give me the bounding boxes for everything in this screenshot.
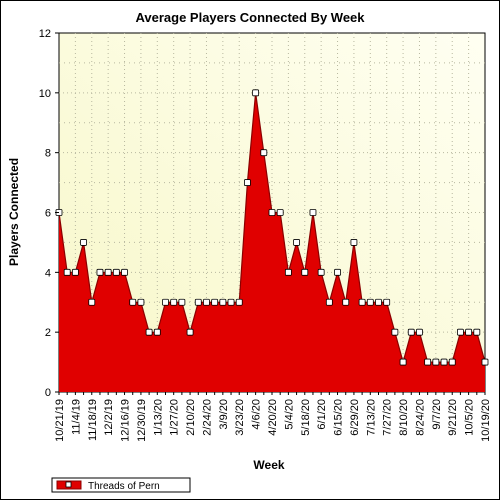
data-point (284, 268, 292, 276)
data-point (260, 149, 268, 157)
y-tick-label: 2 (45, 327, 51, 339)
data-point (301, 268, 309, 276)
data-point (71, 268, 79, 276)
x-tick-label: 7/27/20 (382, 399, 394, 436)
x-tick-label: 10/21/19 (54, 399, 66, 442)
data-point (342, 298, 350, 306)
data-point (137, 298, 145, 306)
data-point (104, 268, 112, 276)
data-point (227, 298, 235, 306)
data-point (350, 239, 358, 246)
data-point (481, 358, 489, 366)
y-axis-label: Players Connected (7, 158, 21, 266)
data-point (457, 328, 464, 336)
data-point (358, 298, 366, 306)
x-tick-label: 2/10/20 (185, 399, 197, 436)
series-markers (55, 89, 489, 366)
data-point (424, 358, 432, 366)
data-point (334, 268, 341, 276)
x-tick-label: 6/29/20 (349, 399, 361, 436)
data-point (383, 298, 391, 306)
data-point (129, 298, 137, 306)
data-point (194, 298, 202, 306)
y-tick-label: 4 (45, 267, 51, 279)
data-point (96, 268, 104, 276)
y-tick-label: 6 (45, 208, 51, 220)
data-point (235, 298, 243, 306)
x-tick-label: 1/27/20 (169, 399, 181, 436)
x-axis-label: Week (253, 458, 284, 472)
x-tick-label: 12/2/19 (103, 399, 115, 436)
data-point (309, 209, 317, 216)
data-point (186, 328, 194, 336)
data-point (121, 268, 128, 276)
x-tick-label: 12/30/19 (136, 399, 148, 442)
data-point (268, 209, 276, 216)
data-point (211, 298, 219, 306)
x-tick-label: 9/21/20 (447, 399, 459, 436)
x-tick-label: 9/7/20 (431, 399, 443, 430)
data-point (473, 328, 481, 336)
data-point (244, 179, 251, 186)
x-tick-label: 4/20/20 (267, 399, 279, 436)
data-point (325, 298, 333, 306)
x-tick-label: 3/23/20 (234, 399, 246, 436)
x-tick-label: 8/10/20 (398, 399, 410, 436)
x-tick-label: 6/15/20 (333, 399, 345, 436)
data-point (112, 268, 120, 276)
data-point (432, 358, 440, 366)
data-point (440, 358, 448, 366)
x-tick-label: 10/19/20 (480, 399, 492, 442)
data-point (391, 328, 399, 336)
x-tick-label: 7/13/20 (365, 399, 377, 436)
y-tick-label: 0 (45, 387, 51, 399)
data-point (366, 298, 374, 306)
data-point (276, 209, 284, 216)
x-tick-label: 8/24/20 (414, 399, 426, 436)
x-tick-label: 12/16/19 (120, 399, 132, 442)
chart-title: Average Players Connected By Week (135, 10, 365, 25)
data-point (416, 328, 423, 336)
x-tick-label: 5/18/20 (300, 399, 312, 436)
x-tick-label: 10/5/20 (464, 399, 476, 436)
y-tick-label: 12 (39, 28, 51, 40)
y-tick-label: 8 (45, 148, 51, 160)
x-tick-label: 11/18/19 (87, 399, 99, 441)
x-tick-label: 11/4/19 (70, 399, 82, 435)
x-tick-label: 1/13/20 (152, 399, 164, 436)
data-point (219, 298, 227, 306)
legend-marker-icon (65, 481, 72, 488)
data-point (317, 268, 325, 276)
data-point (252, 89, 260, 97)
data-point (448, 358, 456, 366)
data-point (465, 328, 473, 336)
x-tick-label: 2/24/20 (201, 399, 213, 436)
data-point (407, 328, 415, 336)
x-tick-label: 5/4/20 (283, 399, 295, 430)
data-point (170, 298, 178, 306)
data-point (80, 239, 87, 246)
x-tick-label: 4/6/20 (251, 399, 263, 430)
y-tick-label: 10 (39, 88, 51, 100)
y-axis-ticks: 0 2 4 6 8 10 12 (39, 28, 59, 399)
data-point (203, 298, 210, 306)
x-axis-ticks: 10/21/19 11/4/19 11/18/19 12/2/19 12/16/19 12… (54, 392, 492, 442)
data-point (145, 328, 153, 336)
data-point (63, 268, 71, 276)
x-tick-label: 6/1/20 (316, 399, 328, 430)
legend-box (51, 477, 191, 493)
data-point (162, 298, 169, 306)
legend: Threads of Pern (51, 477, 191, 493)
data-point (399, 358, 407, 366)
data-point (153, 328, 161, 336)
data-point (88, 298, 96, 306)
data-point (178, 298, 186, 306)
x-tick-label: 3/9/20 (218, 399, 230, 430)
legend-series-label: Threads of Pern (88, 481, 160, 492)
data-point (293, 239, 300, 246)
data-point (375, 298, 382, 306)
series-area-fill (59, 92, 485, 392)
